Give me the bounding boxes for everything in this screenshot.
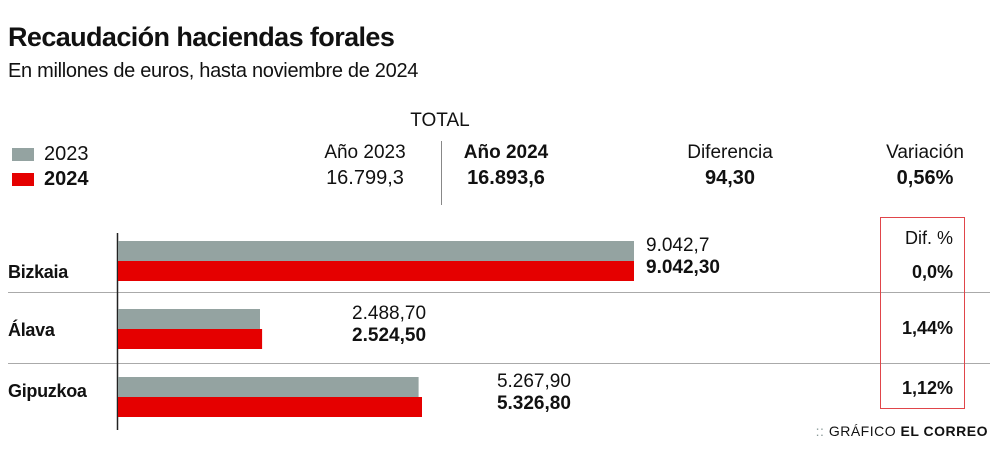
bar-label-alava-2023: 2.488,70 <box>352 303 427 324</box>
legend-item-2023: 2023 <box>12 143 89 166</box>
credit-prefix: GRÁFICO <box>828 423 897 439</box>
bar-label-bizkaia-2024: 9.042,30 <box>646 257 720 278</box>
dif-pct-box <box>880 217 965 409</box>
legend-label-2023: 2023 <box>44 143 89 165</box>
bar-gipuzkoa-2024 <box>118 397 422 417</box>
variation-value: 0,56% <box>896 167 954 189</box>
category-label-bizkaia: Bizkaia <box>8 262 68 282</box>
bar-bizkaia-2023 <box>118 241 634 261</box>
totals-divider <box>441 141 442 205</box>
chart-subtitle: En millones de euros, hasta noviembre de… <box>8 60 419 82</box>
bar-label-alava-2024: 2.524,50 <box>352 325 427 346</box>
total-2024-header: Año 2024 <box>463 142 549 163</box>
legend-swatch-2023 <box>12 148 34 161</box>
dif-pct-bizkaia: 0,0% <box>911 262 953 282</box>
bar-alava-2023 <box>118 309 260 329</box>
bar-bizkaia-2024 <box>118 261 634 281</box>
total-2023-header: Año 2023 <box>324 142 406 163</box>
diff-value: 94,30 <box>704 167 756 189</box>
row-separator <box>8 292 990 293</box>
total-2023-value: 16.799,3 <box>326 167 404 189</box>
bar-label-gipuzkoa-2023: 5.267,90 <box>496 371 571 392</box>
dif-pct-gipuzkoa: 1,12% <box>901 378 953 398</box>
dif-pct-header: Dif. % <box>904 228 953 248</box>
legend-label-2024: 2024 <box>44 168 89 190</box>
category-label-alava: Álava <box>8 320 55 340</box>
diff-header: Diferencia <box>687 142 773 163</box>
total-2024-value: 16.893,6 <box>467 167 545 189</box>
bar-label-bizkaia-2023: 9.042,7 <box>646 235 710 256</box>
legend-item-2024: 2024 <box>12 168 89 191</box>
dif-pct-alava: 1,44% <box>901 318 953 338</box>
credit-brand: EL CORREO <box>900 423 988 439</box>
bar-gipuzkoa-2023 <box>118 377 419 397</box>
bar-alava-2024 <box>118 329 263 349</box>
credit: :: GRÁFICO EL CORREO <box>816 423 988 439</box>
variation-header: Variación <box>886 142 964 163</box>
legend-swatch-2024 <box>12 173 34 186</box>
category-label-gipuzkoa: Gipuzkoa <box>8 381 87 401</box>
dots-icon: :: <box>815 423 825 439</box>
total-label: TOTAL <box>410 110 470 131</box>
row-separator <box>8 363 990 364</box>
bar-label-gipuzkoa-2024: 5.326,80 <box>496 393 571 414</box>
chart-title: Recaudación haciendas forales <box>8 22 395 52</box>
